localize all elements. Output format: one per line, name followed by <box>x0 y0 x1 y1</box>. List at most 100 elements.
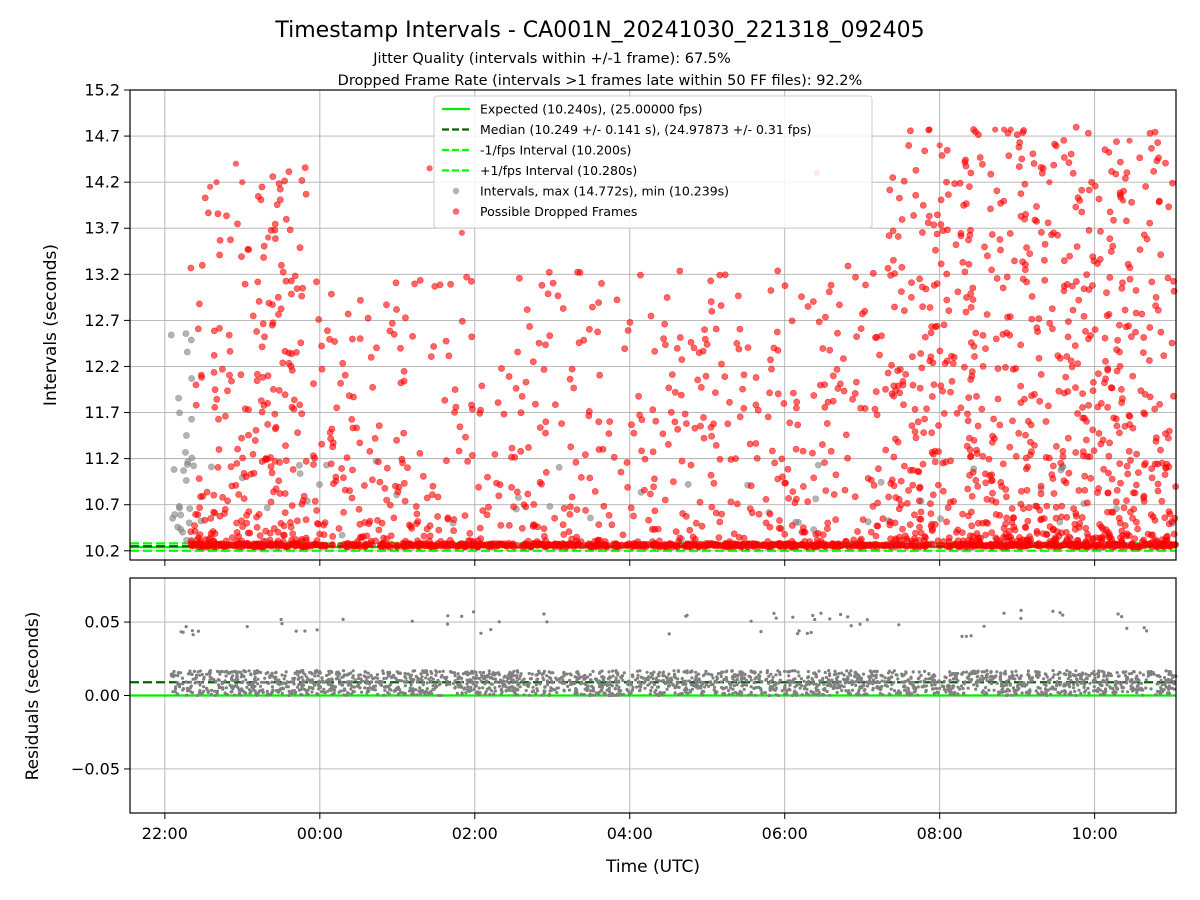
dropped-frame-point <box>918 364 926 372</box>
dropped-frame-point <box>966 434 973 442</box>
residual-point <box>871 686 875 690</box>
dropped-frame-point <box>1136 154 1144 162</box>
dropped-frame-point <box>1095 195 1103 203</box>
dropped-frame-point <box>1148 465 1156 472</box>
residual-point <box>591 669 595 674</box>
dropped-frame-point <box>917 508 925 516</box>
intervals-panel: 10.210.711.211.712.212.713.213.714.214.7… <box>41 81 1180 566</box>
residual-point <box>479 631 483 635</box>
dropped-frame-point <box>1068 363 1076 371</box>
residual-point <box>313 683 317 687</box>
dropped-frame-point <box>1127 456 1134 464</box>
residual-point <box>297 683 301 687</box>
dropped-frame-point <box>1091 541 1099 549</box>
dropped-frame-point <box>988 231 996 238</box>
residual-point <box>540 693 544 697</box>
residual-point <box>388 687 392 692</box>
residual-point <box>657 679 661 683</box>
dropped-frame-point <box>968 508 975 516</box>
residual-point <box>738 670 742 674</box>
residual-point <box>478 670 482 674</box>
residual-point <box>1155 674 1159 678</box>
dropped-frame-point <box>652 417 660 425</box>
interval-point <box>182 330 190 337</box>
dropped-frame-point <box>552 401 559 408</box>
residual-point <box>727 692 731 696</box>
dropped-frame-point <box>374 458 382 466</box>
residual-point <box>942 687 947 692</box>
dropped-frame-point <box>898 288 905 295</box>
dropped-frame-point <box>681 410 689 418</box>
dropped-frame-point <box>268 321 276 329</box>
residual-point <box>776 669 780 673</box>
residual-point <box>770 678 775 683</box>
dropped-frame-point <box>1107 384 1115 392</box>
legend-entry-label: Expected (10.240s), (25.00000 fps) <box>480 102 702 117</box>
residual-point <box>195 693 200 698</box>
residual-point <box>1008 682 1012 686</box>
residual-point <box>524 688 528 693</box>
dropped-frame-point <box>992 126 999 133</box>
residual-point <box>786 679 790 683</box>
dropped-frame-point <box>919 229 926 236</box>
dropped-frame-point <box>528 542 535 549</box>
residual-point <box>569 673 573 677</box>
residual-point <box>249 672 253 676</box>
residual-point <box>1136 688 1140 692</box>
residual-point <box>1166 686 1170 690</box>
residual-point <box>608 676 612 680</box>
residual-point <box>1090 671 1094 676</box>
dropped-frame-point <box>232 160 239 167</box>
dropped-frame-point <box>1078 514 1086 521</box>
residual-point <box>1025 683 1029 687</box>
residual-point <box>417 689 421 693</box>
dropped-frame-point <box>565 528 573 535</box>
residual-point <box>216 678 220 682</box>
dropped-frame-point <box>261 333 268 341</box>
residual-point <box>691 683 695 687</box>
dropped-frame-point <box>1015 143 1023 151</box>
dropped-frame-point <box>1126 137 1133 144</box>
residual-point <box>984 686 988 690</box>
dropped-frame-point <box>940 410 948 417</box>
residual-point <box>1054 684 1059 688</box>
residual-point <box>721 692 725 696</box>
residual-point <box>500 690 504 694</box>
dropped-frame-point <box>888 390 896 398</box>
residual-point <box>218 685 222 690</box>
dropped-frame-point <box>1104 403 1111 411</box>
dropped-frame-point <box>988 496 996 504</box>
dropped-frame-point <box>281 177 288 185</box>
residual-point <box>1006 688 1010 692</box>
residual-point <box>814 675 819 679</box>
dropped-frame-point <box>538 541 546 548</box>
residual-point <box>409 677 413 681</box>
residual-point <box>453 679 457 683</box>
residual-point <box>630 673 634 677</box>
residual-point <box>933 683 937 687</box>
dropped-frame-point <box>1011 526 1019 534</box>
residual-point <box>731 687 735 691</box>
dropped-frame-point <box>436 281 444 289</box>
dropped-frame-point <box>1153 157 1161 165</box>
residual-point <box>255 693 259 698</box>
dropped-frame-point <box>239 179 246 186</box>
dropped-frame-point <box>834 329 841 337</box>
residual-point <box>224 686 228 690</box>
interval-point <box>186 505 194 512</box>
dropped-frame-point <box>274 293 282 301</box>
dropped-frame-point <box>645 516 652 524</box>
dropped-frame-point <box>979 160 986 168</box>
residual-point <box>977 680 981 684</box>
residual-point <box>226 671 230 675</box>
residual-point <box>405 679 409 683</box>
dropped-frame-point <box>600 502 608 510</box>
residual-point <box>274 689 278 693</box>
dropped-frame-point <box>665 384 673 392</box>
residual-point <box>257 689 261 693</box>
dropped-frame-point <box>596 371 604 379</box>
dropped-frame-point <box>992 335 1000 343</box>
dropped-frame-point <box>1102 375 1109 383</box>
residual-point <box>605 688 609 692</box>
residual-point <box>973 671 977 676</box>
